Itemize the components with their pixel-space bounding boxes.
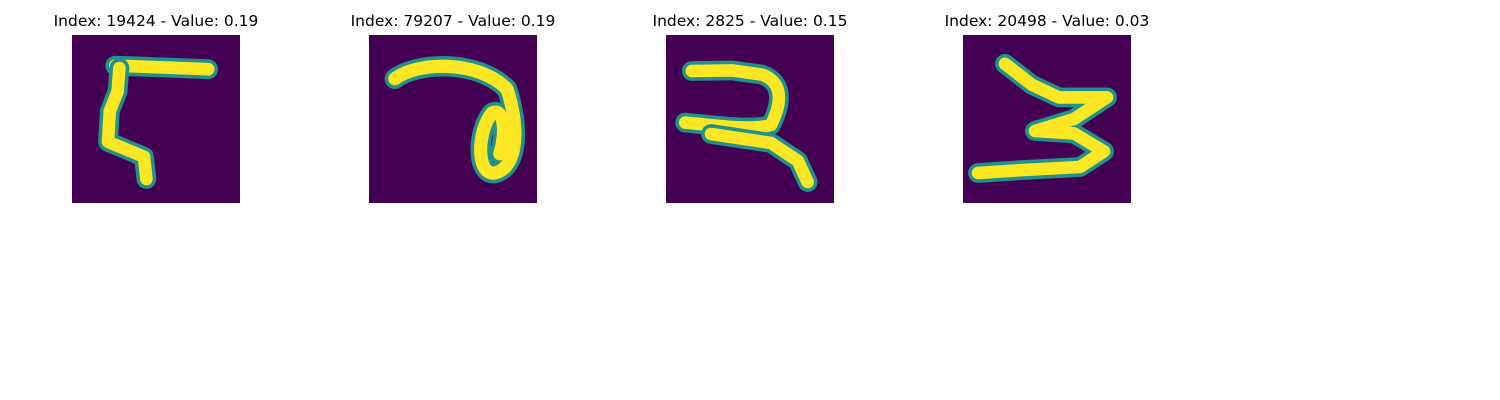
panel-title: Index: 79207 - Value: 0.19 <box>351 12 556 30</box>
image-panel: Index: 20498 - Value: 0.03 <box>945 0 1260 210</box>
image-panel: Index: 19424 - Value: 0.19 <box>54 0 369 210</box>
panel-title-text: Index: 79207 - Value: 0.19 <box>350 12 556 30</box>
panel-title-text: Index: 2825 - Value: 0.15 <box>652 12 848 30</box>
handwritten-digit-image <box>666 35 834 203</box>
handwritten-digit-image <box>369 35 537 203</box>
panel-title: Index: 2825 - Value: 0.15 <box>653 12 848 30</box>
handwritten-digit-image <box>72 35 240 203</box>
panel-title-text: Index: 20498 - Value: 0.03 <box>944 12 1150 30</box>
panel-title: Index: 19424 - Value: 0.19 <box>54 12 259 30</box>
image-panel: Index: 79207 - Value: 0.19 <box>351 0 666 210</box>
handwritten-digit-image <box>963 35 1131 203</box>
panel-title-text: Index: 19424 - Value: 0.19 <box>53 12 259 30</box>
panel-title: Index: 20498 - Value: 0.03 <box>945 12 1150 30</box>
image-panel: Index: 2825 - Value: 0.15 <box>653 0 963 210</box>
